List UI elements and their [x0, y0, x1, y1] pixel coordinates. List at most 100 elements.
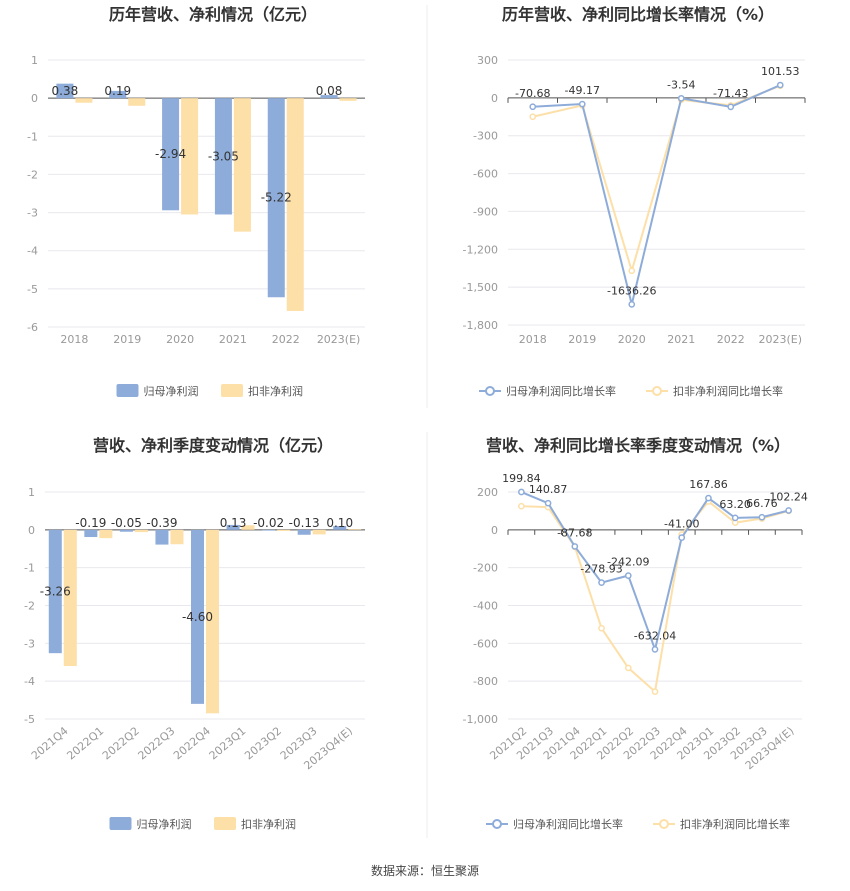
- bar-parent-net-profit: [162, 98, 180, 211]
- line-parent-growth: [520, 491, 789, 653]
- y-tick-label: -2: [27, 168, 38, 181]
- data-label: 101.53: [761, 65, 800, 78]
- line-deducted-growth: [532, 84, 781, 275]
- bar-deducted-net-profit: [241, 525, 255, 530]
- data-label: 0.08: [316, 84, 343, 98]
- data-label: 0.38: [52, 84, 79, 98]
- x-tick-label: 2020: [618, 333, 646, 346]
- data-label: -3.54: [667, 78, 695, 91]
- x-tick-label: 2022Q3: [136, 724, 178, 762]
- x-tick-label: 2018: [519, 333, 547, 346]
- legend-label: 归母净利润同比增长率: [513, 817, 623, 831]
- point-parent-growth: [758, 513, 766, 521]
- legend-swatch: [109, 817, 132, 830]
- bar-deducted-net-profit: [128, 98, 146, 106]
- bar-deducted-net-profit: [277, 529, 291, 531]
- x-tick-label: 2019: [568, 333, 596, 346]
- x-tick-label: 2023(E): [758, 333, 802, 346]
- x-tick-label: 2019: [113, 333, 141, 346]
- legend-label: 归母净利润同比增长率: [506, 384, 616, 398]
- legend-label: 扣非净利润: [241, 817, 296, 831]
- data-label: -3.05: [208, 149, 239, 163]
- y-tick-label: -1,800: [463, 319, 498, 332]
- point-deducted-growth: [624, 664, 632, 672]
- data-label: 0.13: [220, 516, 247, 530]
- legend-label: 归母净利润: [137, 817, 192, 831]
- point-parent-growth: [571, 543, 579, 550]
- y-tick-label: -300: [473, 130, 498, 143]
- data-label: -41.00: [664, 518, 699, 531]
- y-tick-label: -800: [473, 675, 498, 688]
- y-tick-label: 1: [31, 54, 38, 67]
- y-tick-label: -600: [473, 637, 498, 650]
- bar-parent-net-profit: [155, 529, 169, 545]
- quarterly-growth-line-chart: 营收、净利同比增长率季度变动情况（%） 200 0 -200 -400 -600 -800 -…: [463, 436, 808, 831]
- y-tick-label: -3: [24, 637, 35, 650]
- bar-deducted-net-profit: [181, 98, 199, 215]
- x-tick-label: 2023Q1: [207, 724, 249, 762]
- point-deducted-growth: [628, 267, 636, 275]
- data-label: -0.02: [253, 516, 284, 530]
- data-label: -71.43: [713, 87, 748, 100]
- point-parent-growth: [727, 103, 735, 111]
- data-label: -0.05: [111, 516, 142, 530]
- bar-parent-net-profit: [109, 90, 127, 99]
- point-parent-growth: [628, 300, 636, 308]
- bar-deducted-net-profit: [348, 529, 362, 530]
- bar-parent-net-profit: [262, 529, 276, 531]
- y-tick-label: 0: [491, 92, 498, 105]
- data-label: 66.76: [746, 497, 778, 510]
- y-tick-label: 0: [28, 524, 35, 537]
- y-tick-label: -3: [27, 207, 38, 220]
- data-label: -278.93: [580, 563, 622, 576]
- y-tick-label: 0: [491, 524, 498, 537]
- legend-label: 归母净利润: [144, 384, 199, 398]
- y-tick-label: -1,200: [463, 243, 498, 256]
- y-tick-label: -1: [24, 562, 35, 575]
- bar-deducted-net-profit: [75, 98, 93, 103]
- data-label: 167.86: [689, 478, 728, 491]
- data-label: -3.26: [40, 585, 71, 599]
- legend-label: 扣非净利润: [248, 384, 303, 398]
- y-tick-label: -1: [27, 130, 38, 143]
- point-deducted-growth: [651, 688, 659, 695]
- y-tick-label: -200: [473, 562, 498, 575]
- x-tick-label: 2018: [60, 333, 88, 346]
- annual-growth-line-chart: 历年营收、净利同比增长率情况（%） 300 0 -300 -600 -900 -1,200 -…: [463, 5, 806, 398]
- y-tick-label: -4: [27, 245, 38, 258]
- data-label: -242.09: [607, 556, 649, 569]
- y-tick-label: -900: [473, 205, 498, 218]
- data-label: 0.10: [326, 516, 353, 530]
- data-label: 63.20: [719, 498, 751, 511]
- y-tick-label: -1,000: [463, 713, 498, 726]
- data-label: 140.87: [529, 483, 568, 496]
- point-parent-growth: [678, 534, 686, 541]
- legend-swatch-marker: [659, 819, 669, 829]
- legend-swatch: [214, 817, 236, 830]
- point-parent-growth: [705, 494, 712, 502]
- legend-label: 扣非净利润同比增长率: [680, 817, 790, 831]
- legend-swatch-marker: [485, 386, 495, 396]
- y-tick-label: -2: [24, 600, 35, 613]
- x-tick-label: 2022: [717, 333, 745, 346]
- bar-deducted-net-profit: [63, 529, 77, 667]
- data-label: -0.13: [289, 516, 320, 530]
- bar-parent-net-profit: [191, 529, 204, 704]
- x-tick-label: 2023(E): [317, 333, 361, 346]
- data-label: 199.84: [502, 472, 541, 485]
- bar-parent-net-profit: [226, 524, 240, 530]
- bar-deducted-net-profit: [286, 98, 304, 311]
- point-parent-growth: [731, 514, 739, 522]
- x-tick-label: 2022Q4: [171, 724, 213, 762]
- x-tick-label: 2020: [166, 333, 194, 346]
- y-tick-label: -6: [27, 321, 38, 334]
- data-label: -70.68: [515, 87, 550, 100]
- bar-parent-net-profit: [320, 95, 338, 99]
- annual-profit-bar-chart: 历年营收、净利情况（亿元） 1 0 -1 -2 -3 -4 -5 -6 2018 2019 2020 2…: [27, 5, 365, 398]
- data-label: -2.94: [155, 147, 186, 161]
- chart-title: 历年营收、净利同比增长率情况（%）: [502, 5, 774, 24]
- y-tick-label: 0: [31, 92, 38, 105]
- point-deducted-growth: [598, 624, 605, 632]
- point-parent-growth: [598, 579, 605, 586]
